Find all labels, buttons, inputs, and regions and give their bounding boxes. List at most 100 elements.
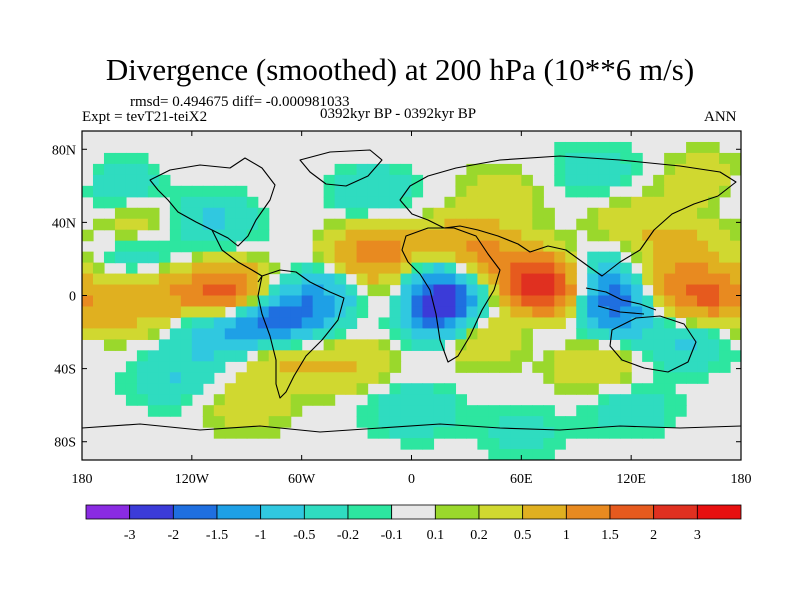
field-cell [488, 174, 500, 187]
field-cell [697, 196, 709, 209]
field-cell [697, 273, 709, 286]
field-cell [587, 174, 599, 187]
field-cell [312, 350, 325, 362]
field-cell [191, 306, 204, 319]
field-cell [587, 262, 599, 275]
field-cell [686, 328, 698, 340]
colorbar-label: -1 [255, 528, 267, 543]
field-cell [257, 383, 270, 395]
field-cell [455, 306, 468, 319]
field-cell [488, 295, 500, 308]
field-cell [202, 339, 215, 351]
field-cell [620, 240, 632, 253]
field-cell [367, 196, 380, 209]
field-cell [213, 207, 226, 220]
field-cell [290, 361, 303, 373]
field-cell [213, 196, 226, 209]
field-cell [400, 405, 413, 417]
field-cell [378, 273, 391, 286]
field-cell [543, 207, 555, 220]
field-cell [202, 229, 215, 242]
field-cell [114, 383, 127, 395]
field-cell [180, 394, 193, 406]
field-cell [92, 262, 105, 275]
field-cell [378, 262, 391, 275]
field-cell [653, 284, 665, 297]
colorbar-swatch [609, 504, 655, 520]
colorbar-label: 1 [563, 528, 570, 543]
colorbar-swatch [434, 504, 480, 520]
field-cell [92, 284, 105, 297]
field-cell [136, 240, 149, 253]
colorbar-label: 3 [694, 528, 701, 543]
field-cell [521, 262, 533, 275]
field-cell [719, 295, 731, 308]
field-cell [521, 328, 533, 340]
field-cell [202, 218, 215, 231]
field-cell [631, 251, 643, 264]
field-cell [367, 174, 380, 187]
field-cell [191, 350, 204, 362]
field-cell [466, 229, 478, 242]
field-cell [730, 284, 741, 297]
field-cell [653, 295, 665, 308]
field-cell [235, 229, 248, 242]
field-cell [609, 295, 621, 308]
field-cell [422, 262, 435, 275]
field-cell [565, 416, 577, 428]
field-cell [609, 317, 621, 329]
field-cell [477, 218, 489, 231]
field-cell [521, 196, 533, 209]
field-cell [521, 405, 533, 417]
field-cell [576, 416, 588, 428]
field-cell [708, 306, 720, 319]
field-cell [125, 262, 138, 275]
field-cell [334, 229, 347, 242]
field-cell [598, 251, 610, 264]
field-cell [598, 361, 610, 373]
field-cell [312, 251, 325, 264]
field-cell [246, 383, 259, 395]
field-cell [147, 361, 160, 373]
field-cell [521, 339, 533, 351]
field-cell [686, 339, 698, 351]
field-cell [301, 317, 314, 329]
field-cell [290, 339, 303, 351]
field-cell [323, 174, 336, 187]
field-cell [598, 218, 610, 231]
field-cell [345, 350, 358, 362]
field-cell [147, 284, 160, 297]
field-cell [367, 427, 380, 439]
field-cell [532, 427, 544, 439]
field-cell [224, 273, 237, 286]
field-cell [279, 394, 292, 406]
field-cell [389, 427, 402, 439]
field-cell [202, 284, 215, 297]
field-cell [213, 306, 226, 319]
field-cell [290, 317, 303, 329]
field-cell [664, 394, 676, 406]
field-cell [356, 416, 369, 428]
field-cell [422, 273, 435, 286]
field-cell [367, 229, 380, 242]
field-cell [213, 416, 226, 428]
coastline-indonesia [585, 287, 657, 315]
field-cell [257, 394, 270, 406]
field-cell [246, 427, 259, 439]
field-cell [125, 372, 138, 384]
field-cell [125, 240, 138, 253]
field-cell [202, 350, 215, 362]
x-tick-label: 180 [731, 472, 752, 487]
field-cell [466, 196, 478, 209]
field-cell [191, 361, 204, 373]
colorbar-swatch [391, 504, 436, 520]
field-cell [345, 251, 358, 264]
y-tick-label: 0 [69, 290, 76, 305]
field-cell [488, 416, 500, 428]
field-cell [279, 317, 292, 329]
field-cell [246, 251, 259, 264]
field-cell [521, 207, 533, 220]
field-cell [730, 350, 741, 362]
coastline-antarctica [82, 423, 741, 433]
